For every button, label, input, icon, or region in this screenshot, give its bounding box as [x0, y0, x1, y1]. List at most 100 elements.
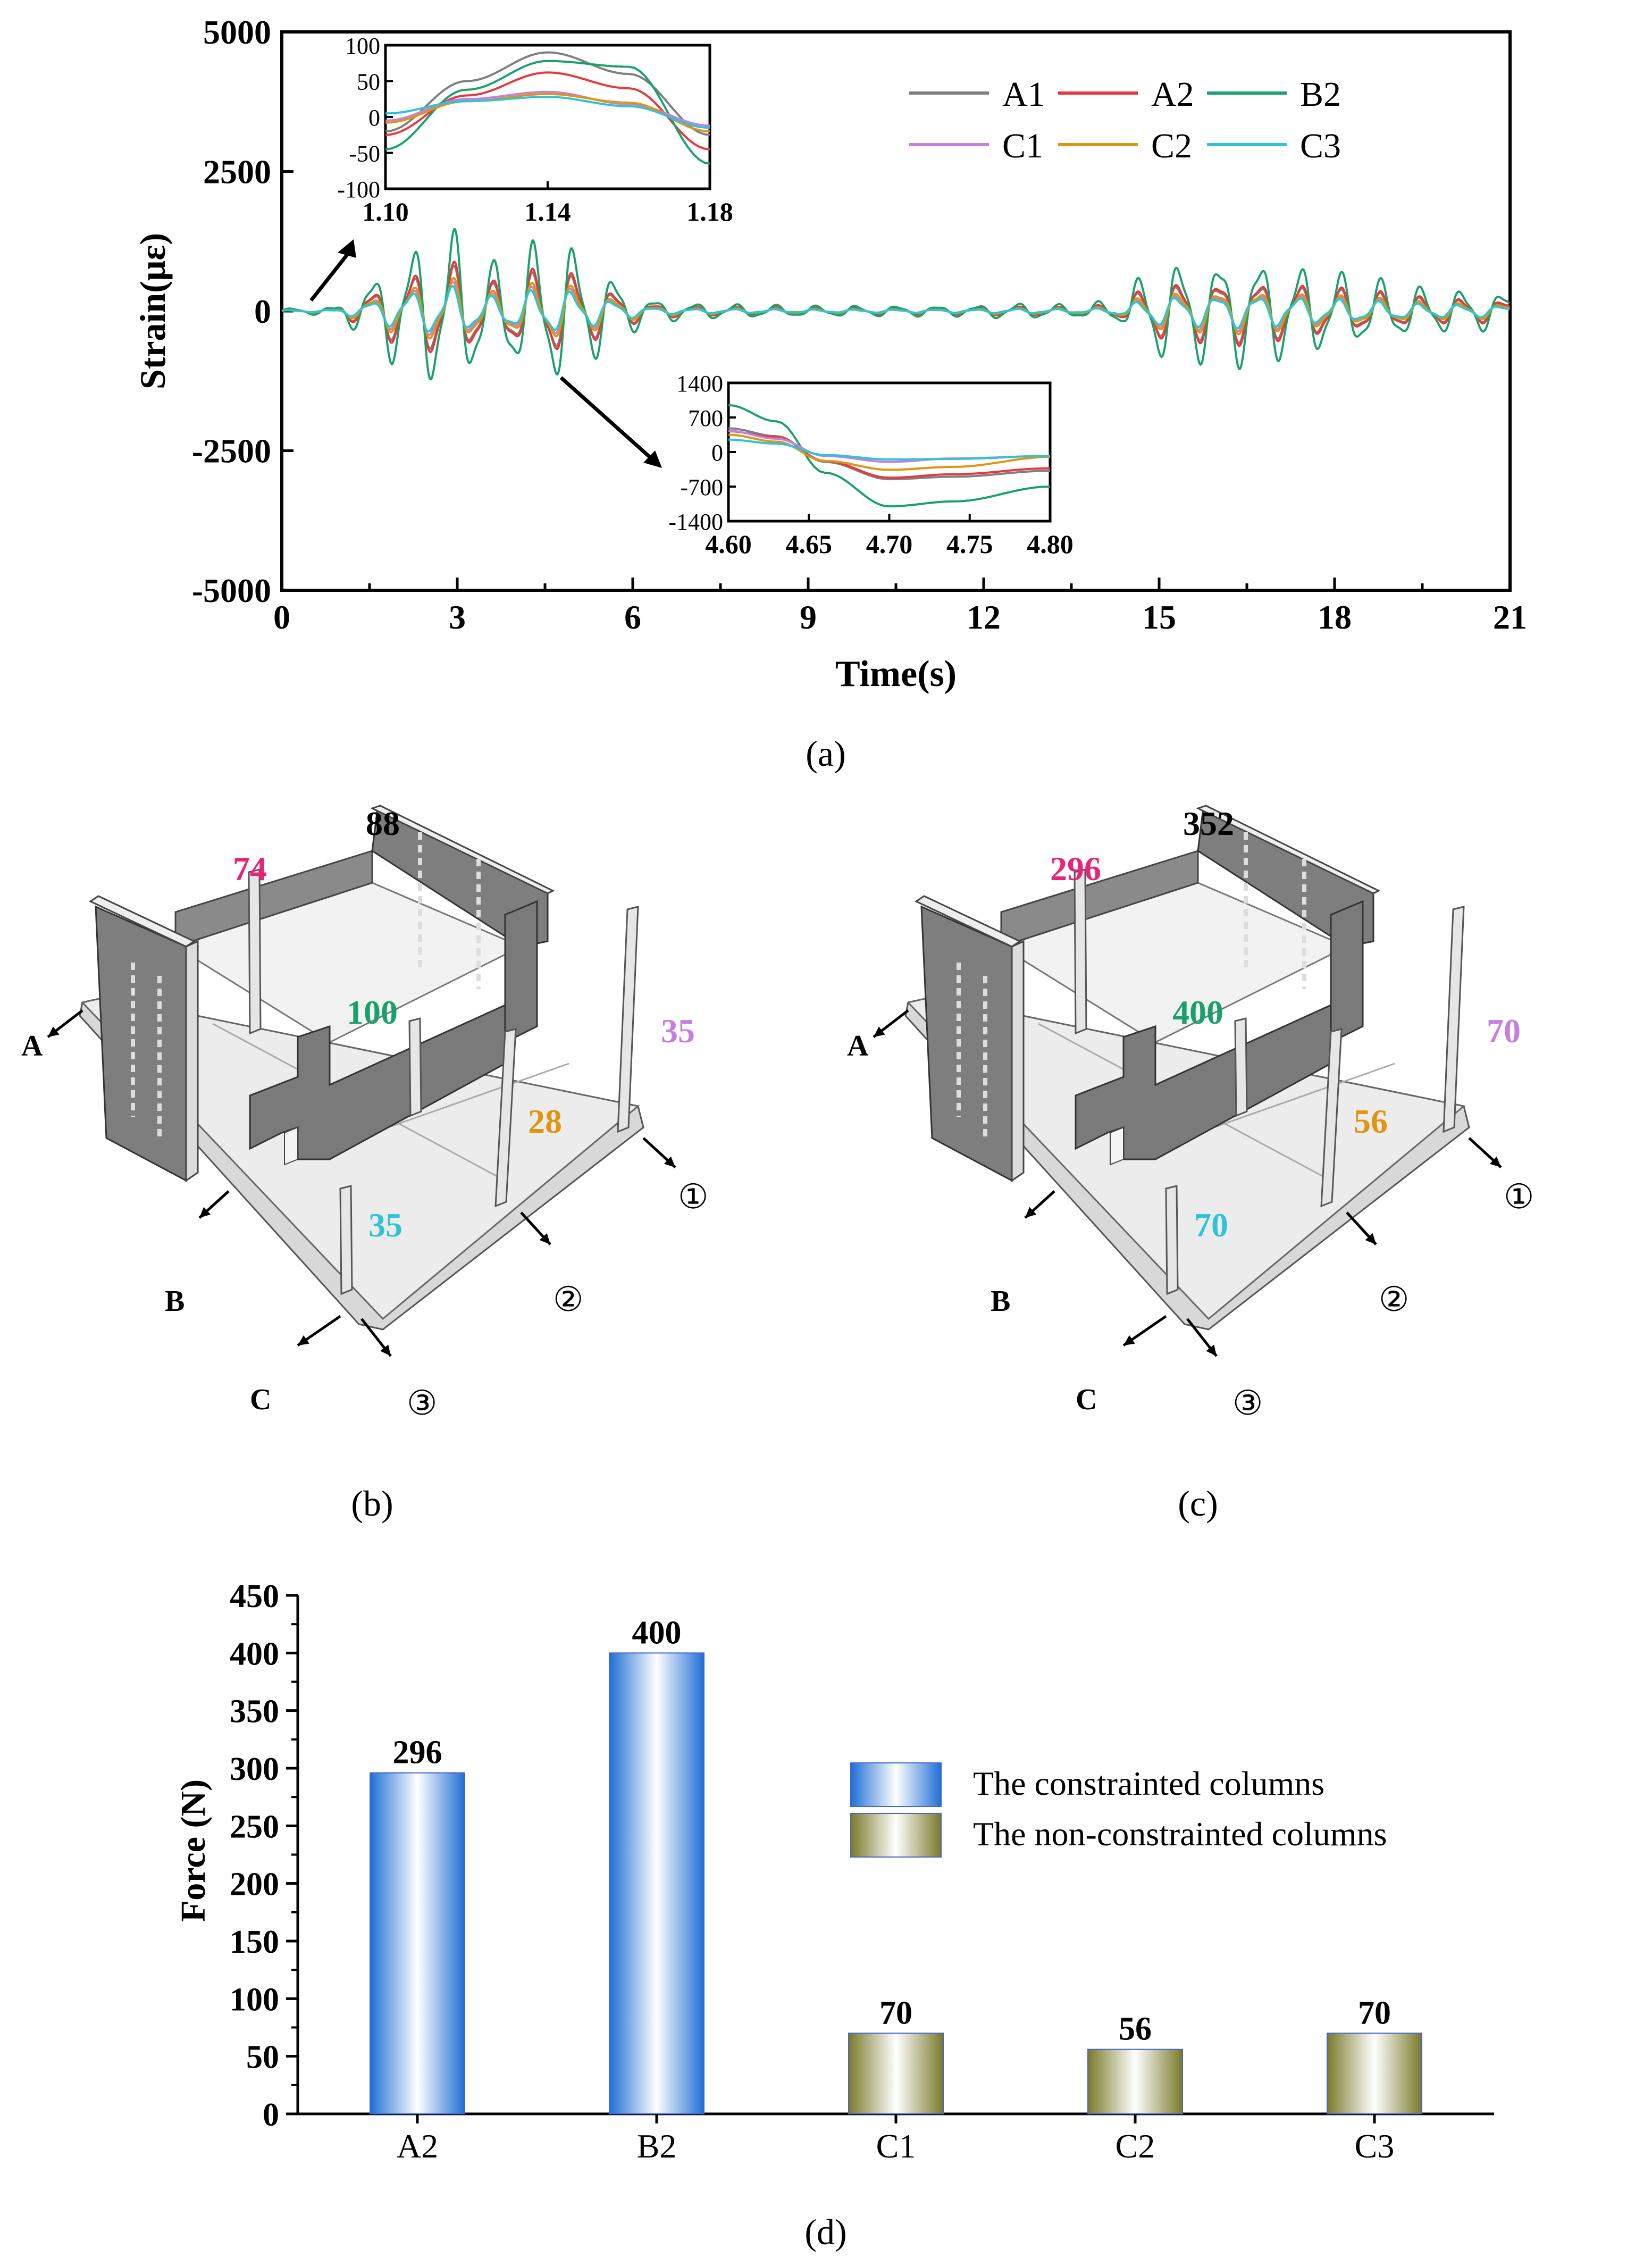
axis-arrow-1-head [664, 1156, 675, 1167]
force-bar-chart: 0 50 100 150 200 250 300 350 400 450 296 A2 400 B2 70… [174, 1578, 1494, 2252]
inset2-series-B2 [728, 404, 1051, 508]
panel-b-caption: (b) [351, 1483, 393, 1524]
bar-category-C3: C3 [1355, 2127, 1395, 2165]
strain-y-tick-label: 5000 [203, 13, 271, 51]
axis-label-2: ② [553, 1281, 583, 1318]
bar-value-B2: 400 [632, 1615, 682, 1651]
value-A2: 296 [1050, 850, 1101, 888]
force-bars: 296 A2 400 B2 70 C1 56 C2 70 C3 [370, 1615, 1422, 2165]
inset1-x-tick-label: 1.14 [524, 197, 571, 227]
bar-C3 [1327, 2033, 1422, 2114]
inset1-x-tick-label: 1.18 [686, 197, 733, 227]
bar-value-C3: 70 [1358, 1995, 1391, 2031]
value-top: 88 [366, 805, 400, 842]
bar-category-A2: A2 [397, 2127, 438, 2165]
legend-constrained-label: The constrainted columns [973, 1764, 1324, 1802]
strain-y-tick-label: -2500 [192, 432, 271, 470]
force-y-tick-label: 350 [230, 1694, 279, 1730]
axis-label-A: A [21, 1030, 43, 1063]
inset2-x-tick-label: 4.80 [1027, 529, 1074, 559]
force-y-tick-label: 300 [230, 1751, 279, 1787]
strain-x-tick-label: 9 [800, 598, 817, 636]
right-back-wall [1197, 807, 1374, 948]
strain-y-tick-label: -5000 [192, 572, 271, 609]
right-back-wall [371, 807, 549, 948]
legend-label-C1: C1 [1002, 127, 1043, 165]
value-A2: 74 [233, 850, 267, 888]
inset2-y-tick-label: 700 [688, 405, 723, 431]
strain-series-C3 [281, 285, 1510, 333]
inset2-frame [727, 381, 1052, 523]
axis-arrow-3-head [380, 1344, 391, 1356]
diagram-b: A B C ① ② ③ 88 74 100 35 28 35 (b) [21, 805, 708, 1524]
column-B2 [408, 1017, 422, 1117]
column-B2 [1234, 1017, 1248, 1117]
inset1-series-C2 [385, 93, 710, 132]
bar-C1 [848, 2033, 944, 2114]
legend-label-A1: A1 [1002, 75, 1045, 114]
axis-label-2: ② [1379, 1281, 1409, 1318]
value-B2: 100 [347, 993, 398, 1031]
column-C2 [494, 1028, 517, 1208]
value-B2: 400 [1172, 993, 1223, 1031]
strain-x-tick-label: 0 [273, 598, 290, 636]
force-y-tick-label: 0 [263, 2097, 279, 2133]
inset1-series-C3 [385, 96, 710, 129]
legend-non-constrained-swatch [850, 1813, 942, 1858]
bar-category-C1: C1 [876, 2127, 916, 2165]
inset1-y-tick-label: -50 [349, 141, 380, 167]
inset2-y-tick-label: 0 [711, 440, 723, 466]
axis-arrow-C-head [298, 1335, 309, 1345]
strain-x-axis-label: Time(s) [835, 654, 957, 695]
left-wall-edge [1011, 940, 1025, 1182]
right-back-wall-top [1196, 805, 1381, 894]
strain-y-tick-label: 2500 [203, 153, 271, 191]
column-A2 [248, 868, 262, 1035]
axis-label-C: C [250, 1383, 271, 1416]
left-wall-edge [185, 940, 199, 1182]
strain-x-tick-label: 3 [449, 598, 466, 636]
inset2-x-tick-label: 4.60 [705, 529, 752, 559]
column-C3 [339, 1185, 353, 1295]
inset-2-arrowhead [643, 450, 662, 468]
inset1-x-tick-label: 1.10 [362, 197, 409, 227]
inset2-series-C3 [728, 438, 1051, 461]
strain-legend: A1 A2 B2 C1 C2 C3 [909, 75, 1341, 165]
axis-arrow-1-head [1489, 1156, 1501, 1167]
column-C1 [1443, 906, 1465, 1133]
left-wall-top [914, 895, 1022, 948]
bar-value-C2: 56 [1119, 2011, 1152, 2047]
value-C1: 70 [1487, 1012, 1521, 1050]
force-y-tick-label: 200 [230, 1867, 279, 1903]
force-y-axis-label: Force (N) [174, 1779, 213, 1922]
inset2-x-tick-label: 4.70 [866, 529, 913, 559]
inset2-y-tick-label: -1400 [668, 509, 723, 535]
value-top: 352 [1183, 805, 1234, 842]
inset-2-arrow [559, 376, 653, 460]
axis-label-C: C [1076, 1383, 1097, 1416]
force-axes: 0 50 100 150 200 250 300 350 400 450 [230, 1578, 1494, 2133]
value-C3: 70 [1194, 1206, 1228, 1244]
strain-y-axis-label: Strain(με) [132, 233, 173, 389]
legend-label-C3: C3 [1300, 127, 1341, 165]
strain-x-tick-label: 18 [1318, 598, 1352, 636]
bar-category-C2: C2 [1116, 2127, 1155, 2165]
axis-arrow-C-head [1123, 1335, 1135, 1345]
force-y-tick-label: 400 [230, 1636, 279, 1672]
value-C2: 28 [528, 1102, 562, 1140]
inset2-y-tick-label: 1400 [676, 371, 723, 397]
bar-B2 [609, 1652, 705, 2115]
value-C1: 35 [661, 1012, 695, 1050]
axis-arrow-2-head [1365, 1233, 1376, 1244]
inset1-y-tick-label: 0 [368, 105, 380, 131]
inset2-x-tick-label: 4.65 [786, 529, 833, 559]
force-legend: The constrainted columns The non-constra… [850, 1762, 1387, 1858]
force-y-tick-label: 150 [230, 1924, 279, 1960]
legend-label-C2: C2 [1151, 127, 1192, 165]
legend-label-B2: B2 [1300, 75, 1341, 114]
strain-y-ticks: 5000 2500 0 -2500 -5000 [192, 13, 293, 609]
column-C2 [1320, 1028, 1343, 1208]
axis-arrow-A-head [874, 1026, 885, 1037]
